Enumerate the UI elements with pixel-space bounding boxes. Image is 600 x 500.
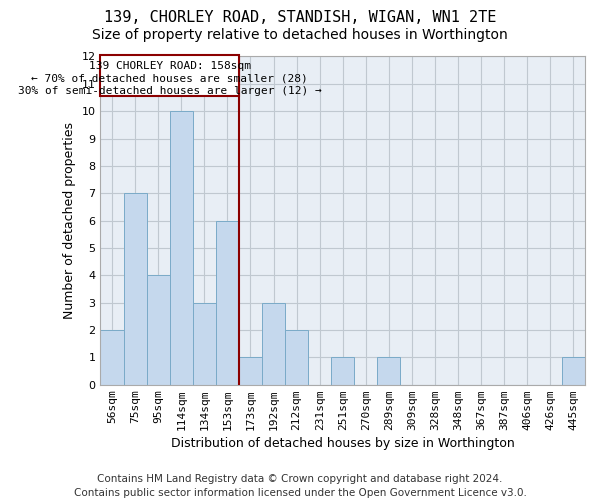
Bar bbox=[262, 302, 285, 384]
Text: 139 CHORLEY ROAD: 158sqm: 139 CHORLEY ROAD: 158sqm bbox=[89, 60, 251, 70]
Bar bbox=[193, 302, 216, 384]
Text: 30% of semi-detached houses are larger (12) →: 30% of semi-detached houses are larger (… bbox=[18, 86, 322, 96]
Bar bbox=[377, 358, 400, 384]
Bar bbox=[331, 358, 354, 384]
Bar bbox=[562, 358, 585, 384]
Text: ← 70% of detached houses are smaller (28): ← 70% of detached houses are smaller (28… bbox=[31, 74, 308, 84]
Text: 139, CHORLEY ROAD, STANDISH, WIGAN, WN1 2TE: 139, CHORLEY ROAD, STANDISH, WIGAN, WN1 … bbox=[104, 10, 496, 25]
Bar bbox=[170, 111, 193, 384]
Bar bbox=[285, 330, 308, 384]
Y-axis label: Number of detached properties: Number of detached properties bbox=[63, 122, 76, 319]
Text: Size of property relative to detached houses in Worthington: Size of property relative to detached ho… bbox=[92, 28, 508, 42]
Bar bbox=[216, 220, 239, 384]
X-axis label: Distribution of detached houses by size in Worthington: Distribution of detached houses by size … bbox=[171, 437, 515, 450]
Bar bbox=[100, 330, 124, 384]
Bar bbox=[146, 276, 170, 384]
Bar bbox=[124, 193, 146, 384]
Bar bbox=[239, 358, 262, 384]
Text: Contains HM Land Registry data © Crown copyright and database right 2024.
Contai: Contains HM Land Registry data © Crown c… bbox=[74, 474, 526, 498]
FancyBboxPatch shape bbox=[100, 55, 239, 96]
